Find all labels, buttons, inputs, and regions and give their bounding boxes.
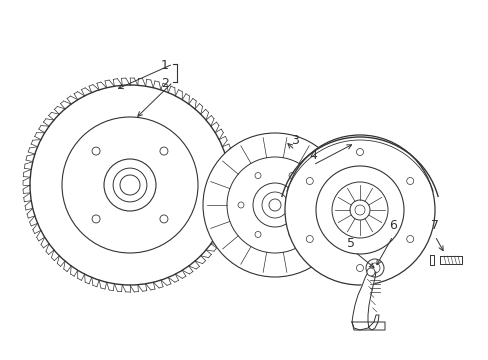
Circle shape (203, 133, 346, 277)
Text: 4: 4 (308, 149, 316, 162)
Circle shape (305, 202, 311, 208)
Circle shape (254, 231, 261, 238)
Text: 3: 3 (290, 134, 298, 147)
Polygon shape (439, 256, 461, 264)
Polygon shape (351, 322, 384, 330)
Circle shape (30, 85, 229, 285)
Circle shape (366, 268, 374, 276)
Text: 6: 6 (388, 219, 396, 231)
Text: 7: 7 (430, 219, 438, 231)
Polygon shape (429, 255, 433, 265)
Polygon shape (351, 272, 378, 330)
Circle shape (254, 172, 261, 179)
Circle shape (288, 172, 294, 179)
Text: 5: 5 (346, 237, 354, 249)
Text: 1: 1 (161, 59, 168, 72)
Circle shape (288, 231, 294, 238)
Text: 2: 2 (161, 77, 168, 90)
Circle shape (285, 135, 434, 285)
Circle shape (365, 259, 383, 277)
Circle shape (238, 202, 244, 208)
